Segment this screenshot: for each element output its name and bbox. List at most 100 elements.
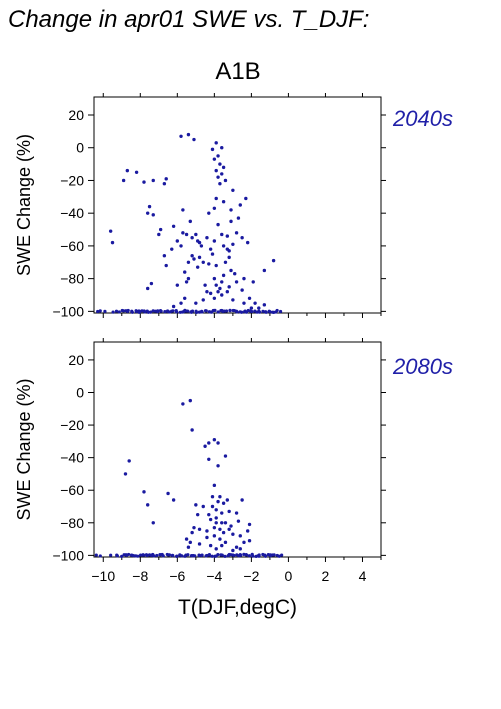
data-point [227,527,231,532]
data-point [203,283,207,287]
data-point [151,178,155,183]
data-point [244,196,248,201]
data-point [238,203,242,207]
data-point [236,519,241,523]
data-point [108,229,113,233]
data-point [142,490,146,494]
data-point-floor [175,310,179,314]
data-point [149,281,154,286]
data-point [127,459,131,463]
data-point [190,236,194,240]
data-point [221,165,226,170]
x-axis-label: T(DJF,degC) [178,596,297,619]
x-tick-label: −10 [91,568,115,584]
data-point-floor [120,554,124,558]
data-point [188,219,192,224]
data-point-floor [224,309,229,313]
data-point [212,483,217,488]
data-point [240,288,244,292]
data-point [221,273,226,278]
data-point [231,242,235,246]
data-point-floor [163,310,167,314]
data-point [216,499,220,504]
data-point [214,521,218,525]
data-point [170,247,174,251]
data-point-floor [143,310,147,314]
x-tick-label: −6 [169,568,185,584]
data-point [223,178,228,183]
data-point-floor [223,554,227,558]
data-point [151,521,155,525]
data-point [151,213,155,217]
data-point [238,547,242,551]
data-point-floor [136,554,140,558]
data-point-floor [244,553,249,557]
data-point [216,175,220,179]
data-point [214,168,218,173]
y-tick-label: 20 [68,107,84,123]
data-point [216,464,220,468]
data-point-floor [111,310,115,314]
data-point [212,157,217,161]
data-point-floor [146,310,150,314]
data-point-floor [220,553,224,557]
data-point [238,534,242,538]
data-point [220,293,224,297]
data-point [236,216,241,220]
y-tick-label: −100 [52,303,84,319]
y-tick-label: 0 [76,140,84,156]
data-point [199,244,204,248]
data-point-floor [261,309,265,313]
data-point [234,280,239,284]
data-point [262,268,267,273]
data-point [214,196,218,201]
data-point [186,276,191,281]
data-point-floor [232,553,236,558]
data-point-floor [268,310,272,314]
data-point-floor [175,554,179,558]
data-point [205,529,209,533]
data-point [186,545,191,549]
data-point-floor [117,310,121,314]
data-point [210,495,215,499]
data-point [216,290,220,294]
y-tick-label: −100 [52,547,84,563]
data-point [190,254,194,258]
data-point [181,208,185,212]
data-point [175,283,180,287]
data-point [179,134,183,138]
data-point [214,141,218,145]
data-point-floor [200,553,204,557]
data-point-floor [257,553,261,557]
data-point [208,247,213,251]
data-point-floor [156,309,160,313]
data-point [134,170,139,174]
data-point-floor [171,554,175,558]
data-point-floor [197,553,201,557]
x-tick-label: −2 [243,568,259,584]
data-point-floor [239,553,243,557]
data-point [162,182,167,186]
data-point [234,511,239,515]
data-point [231,188,235,192]
period-label-top: 2040s [393,106,453,131]
data-point-floor [203,309,208,313]
data-point [229,208,233,212]
data-point [212,276,217,281]
data-point [218,162,222,166]
data-point [218,537,222,541]
y-tick-label: 0 [76,384,84,400]
data-point [229,268,233,273]
data-point [184,280,189,284]
data-point-floor [190,309,195,313]
data-point [220,511,224,515]
data-point [201,298,205,302]
y-tick-label: 20 [68,352,84,368]
data-point-floor [152,554,156,558]
data-point [188,540,192,545]
data-point [164,263,168,268]
data-point-floor [180,554,184,558]
data-point [231,548,235,553]
data-point [225,290,230,294]
data-point [271,258,276,263]
